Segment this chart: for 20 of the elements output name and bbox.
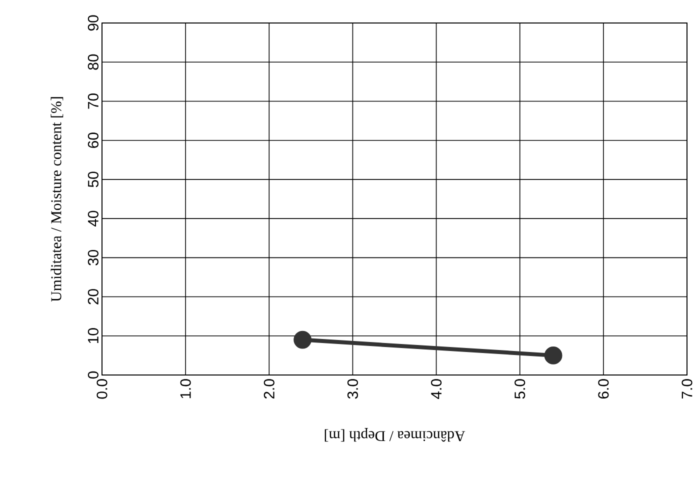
y-tick-label: 70	[88, 94, 98, 109]
x-tick-label: 6.0	[598, 379, 609, 399]
y-tick-label: 30	[88, 250, 98, 266]
x-tick-label: 2.0	[264, 379, 274, 399]
x-tick-label: 0.0	[96, 379, 108, 399]
x-tick-label: 7.0	[682, 379, 692, 399]
y-tick-label: 0	[88, 371, 98, 379]
x-tick-label: 3.0	[347, 379, 358, 399]
x-tick-label: 1.0	[180, 379, 191, 398]
x-tick-label: 4.0	[430, 379, 442, 399]
y-axis-title: Umiditatea / Moisture content [%]	[50, 97, 64, 302]
y-tick-label: 20	[88, 289, 98, 304]
y-tick-label: 60	[88, 132, 98, 148]
y-tick-label: 10	[88, 328, 98, 344]
y-tick-label: 80	[88, 54, 98, 70]
x-tick-label: 5.0	[514, 379, 526, 399]
y-tick-label: 40	[88, 210, 98, 227]
x-axis-title: Adâncimea / Depth [m]	[324, 428, 466, 442]
y-tick-label: 90	[88, 15, 98, 31]
y-tick-label: 50	[88, 172, 98, 188]
